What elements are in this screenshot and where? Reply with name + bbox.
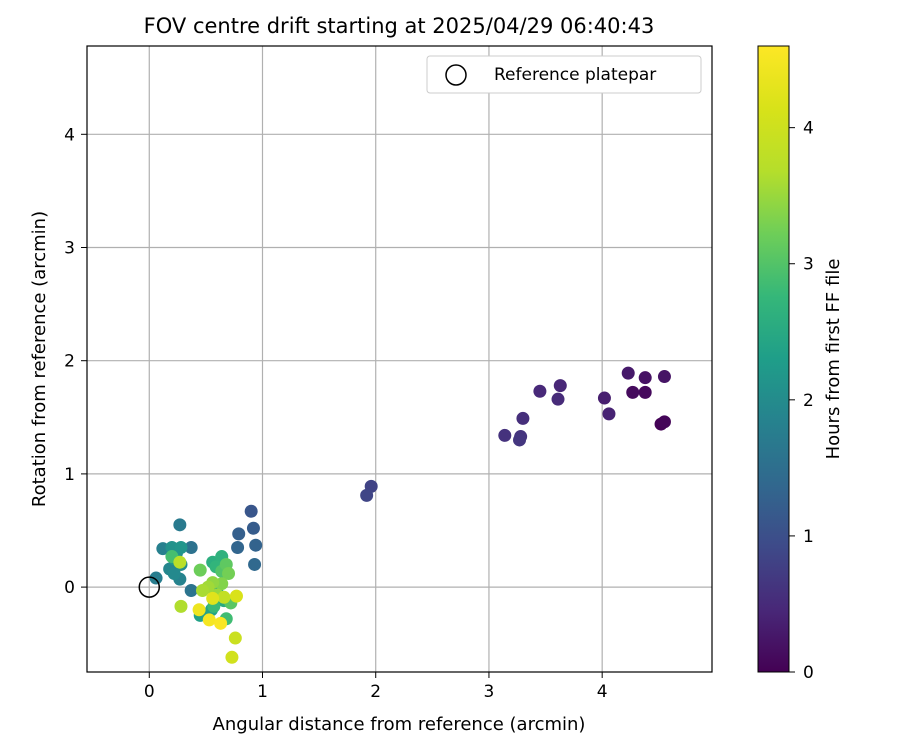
- y-tick-label: 2: [64, 352, 75, 372]
- colorbar: 0 1 2 3 4 Hours from first FF file: [757, 45, 844, 683]
- x-tick-label: 4: [597, 682, 608, 702]
- data-point: [228, 631, 242, 645]
- colorbar-label: Hours from first FF file: [823, 259, 844, 460]
- plot-frame: [86, 45, 713, 673]
- data-point: [195, 583, 209, 597]
- y-tick-label: 0: [64, 578, 75, 598]
- data-point: [551, 392, 565, 406]
- x-axis-label: Angular distance from reference (arcmin): [213, 714, 586, 735]
- data-point: [621, 366, 635, 380]
- data-point: [248, 557, 262, 571]
- data-point: [513, 433, 527, 447]
- data-point: [553, 379, 567, 393]
- data-point: [232, 527, 246, 541]
- data-point: [214, 616, 228, 630]
- data-point: [229, 589, 243, 603]
- colorbar-tick-label: 2: [803, 391, 814, 411]
- data-point: [149, 571, 163, 585]
- y-axis: 0 1 2 3 4: [64, 125, 87, 598]
- data-point: [167, 567, 181, 581]
- data-point: [173, 555, 187, 569]
- data-point: [217, 590, 231, 604]
- x-tick-label: 0: [144, 682, 155, 702]
- y-tick-label: 1: [64, 465, 75, 485]
- data-point: [657, 370, 671, 384]
- data-point: [244, 504, 258, 518]
- data-point: [246, 521, 260, 535]
- data-point: [192, 603, 206, 617]
- data-point: [173, 518, 187, 532]
- data-point: [184, 540, 198, 554]
- data-point: [225, 650, 239, 664]
- colorbar-tick-label: 0: [803, 663, 814, 683]
- y-tick-label: 3: [64, 238, 75, 258]
- data-point: [597, 391, 611, 405]
- data-point: [249, 538, 263, 552]
- reference-platepar-marker: [138, 576, 161, 598]
- legend-entry-label: Reference platepar: [494, 65, 656, 85]
- data-point: [206, 591, 220, 605]
- data-point: [657, 415, 671, 429]
- y-axis-label: Rotation from reference (arcmin): [29, 211, 50, 507]
- colorbar-bar: [757, 45, 790, 673]
- colorbar-tick-label: 1: [803, 527, 814, 547]
- legend-marker-icon: [445, 64, 467, 86]
- data-point: [222, 567, 236, 581]
- x-tick-label: 3: [484, 682, 495, 702]
- data-point: [638, 385, 652, 399]
- data-points: [149, 366, 671, 664]
- colorbar-ticks: 0 1 2 3 4: [789, 119, 814, 683]
- data-point: [638, 371, 652, 385]
- data-point: [184, 583, 198, 597]
- data-point: [231, 540, 245, 554]
- data-point: [193, 563, 207, 577]
- data-point: [165, 540, 179, 554]
- data-point: [360, 488, 374, 502]
- data-point: [202, 613, 216, 627]
- data-point: [626, 385, 640, 399]
- x-axis: 0 1 2 3 4: [144, 672, 608, 702]
- data-point: [174, 599, 188, 613]
- data-point: [516, 411, 530, 425]
- data-point: [174, 540, 188, 554]
- data-point: [533, 384, 547, 398]
- colorbar-tick-label: 4: [803, 119, 814, 139]
- data-point: [602, 407, 616, 421]
- chart-title: FOV centre drift starting at 2025/04/29 …: [144, 14, 655, 38]
- legend: Reference platepar: [426, 55, 702, 94]
- x-tick-label: 1: [257, 682, 268, 702]
- data-point: [498, 428, 512, 442]
- colorbar-tick-label: 3: [803, 255, 814, 275]
- x-tick-label: 2: [370, 682, 381, 702]
- legend-box: [426, 55, 702, 94]
- y-tick-label: 4: [64, 125, 75, 145]
